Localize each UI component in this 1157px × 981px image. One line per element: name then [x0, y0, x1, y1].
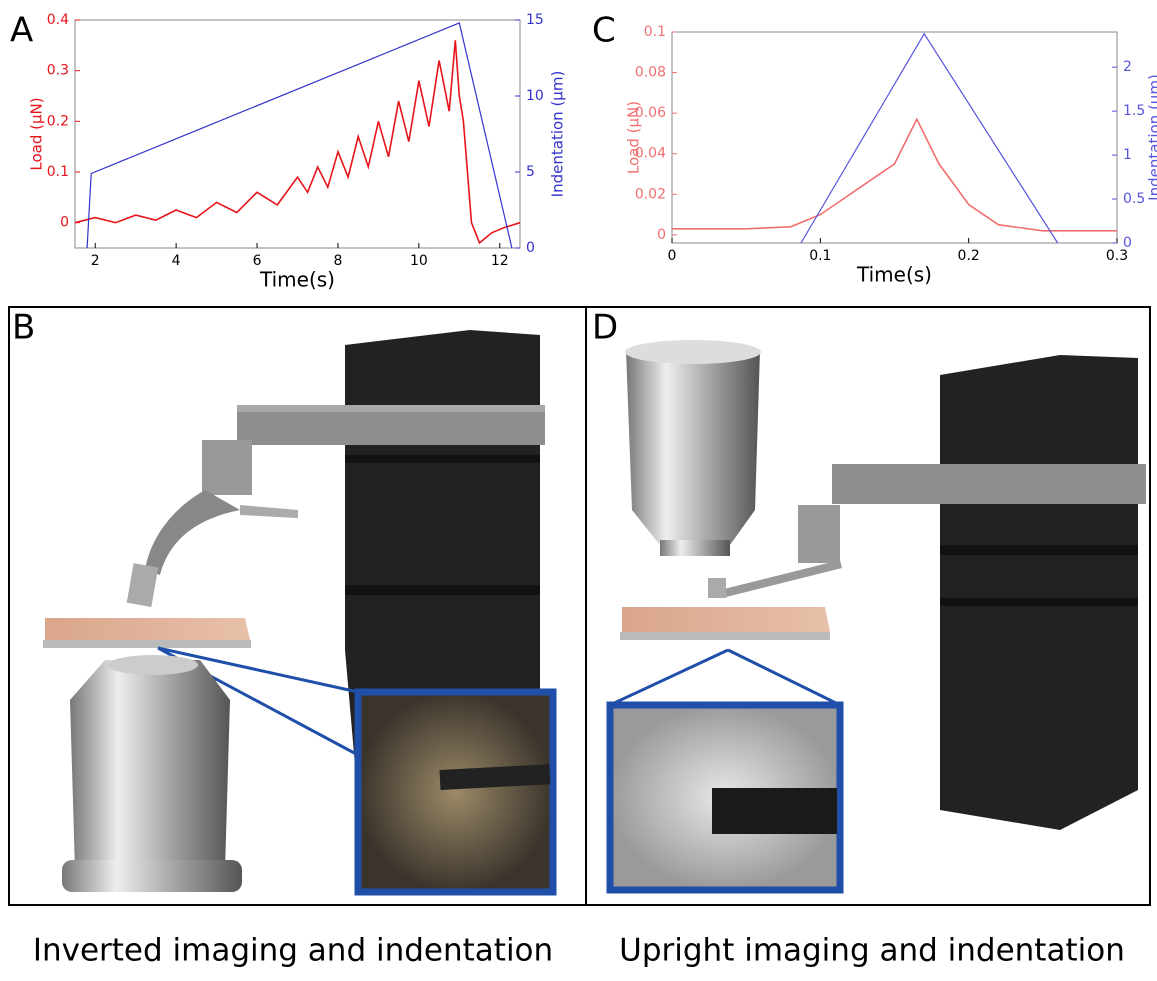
plot-frame — [672, 32, 1117, 243]
x-tick-label: 0.1 — [809, 248, 831, 264]
y-tick-label: 0.4 — [47, 12, 69, 28]
y2-tick-label: 15 — [526, 12, 544, 28]
y-tick-label: 0.08 — [635, 65, 666, 81]
y2-tick-label: 1 — [1123, 147, 1132, 163]
panel-label: B — [12, 308, 35, 348]
caption: Upright imaging and indentation — [619, 933, 1125, 969]
y2-tick-label: 0 — [1123, 235, 1132, 251]
plot-frame — [75, 20, 520, 248]
y-tick-label: 0 — [60, 215, 69, 231]
y-tick-label: 0.1 — [644, 24, 666, 40]
y-tick-label: 0.2 — [47, 113, 69, 129]
x-tick-label: 0 — [668, 248, 677, 264]
y-tick-label: 0.3 — [47, 63, 69, 79]
panel-label: C — [592, 11, 616, 51]
panel-label: A — [10, 11, 33, 51]
x-tick-label: 10 — [410, 253, 428, 269]
y-axis-title: Load (µN) — [625, 101, 643, 174]
x-tick-label: 2 — [91, 253, 100, 269]
illustration-inverted — [43, 330, 553, 892]
x-tick-label: 4 — [172, 253, 181, 269]
y2-axis-title: Indentation (µm) — [1146, 74, 1157, 201]
series-line — [672, 119, 1117, 231]
x-tick-label: 12 — [491, 253, 509, 269]
series-line — [801, 34, 1058, 243]
y-tick-label: 0.02 — [635, 186, 666, 202]
page: A B C D — [0, 0, 1157, 981]
y2-axis-title: Indentation (µm) — [549, 71, 567, 198]
y-tick-label: 0 — [657, 227, 666, 243]
illustration-upright — [610, 340, 1146, 890]
caption: Inverted imaging and indentation — [33, 933, 553, 969]
y2-tick-label: 1.5 — [1123, 103, 1145, 119]
figure: A B C D — [0, 0, 1157, 977]
y2-tick-label: 10 — [526, 88, 544, 104]
series-line — [87, 23, 512, 248]
y-axis-title: Load (µN) — [28, 97, 46, 170]
y-tick-label: 0.1 — [47, 164, 69, 180]
y2-tick-label: 0.5 — [1123, 191, 1145, 207]
y2-tick-label: 0 — [526, 240, 535, 256]
x-axis-title: Time(s) — [259, 268, 335, 292]
y2-tick-label: 5 — [526, 164, 535, 180]
x-tick-label: 0.2 — [958, 248, 980, 264]
x-axis-title: Time(s) — [856, 263, 932, 287]
series-line — [75, 40, 520, 243]
panel-label: D — [592, 308, 618, 348]
y2-tick-label: 2 — [1123, 59, 1132, 75]
